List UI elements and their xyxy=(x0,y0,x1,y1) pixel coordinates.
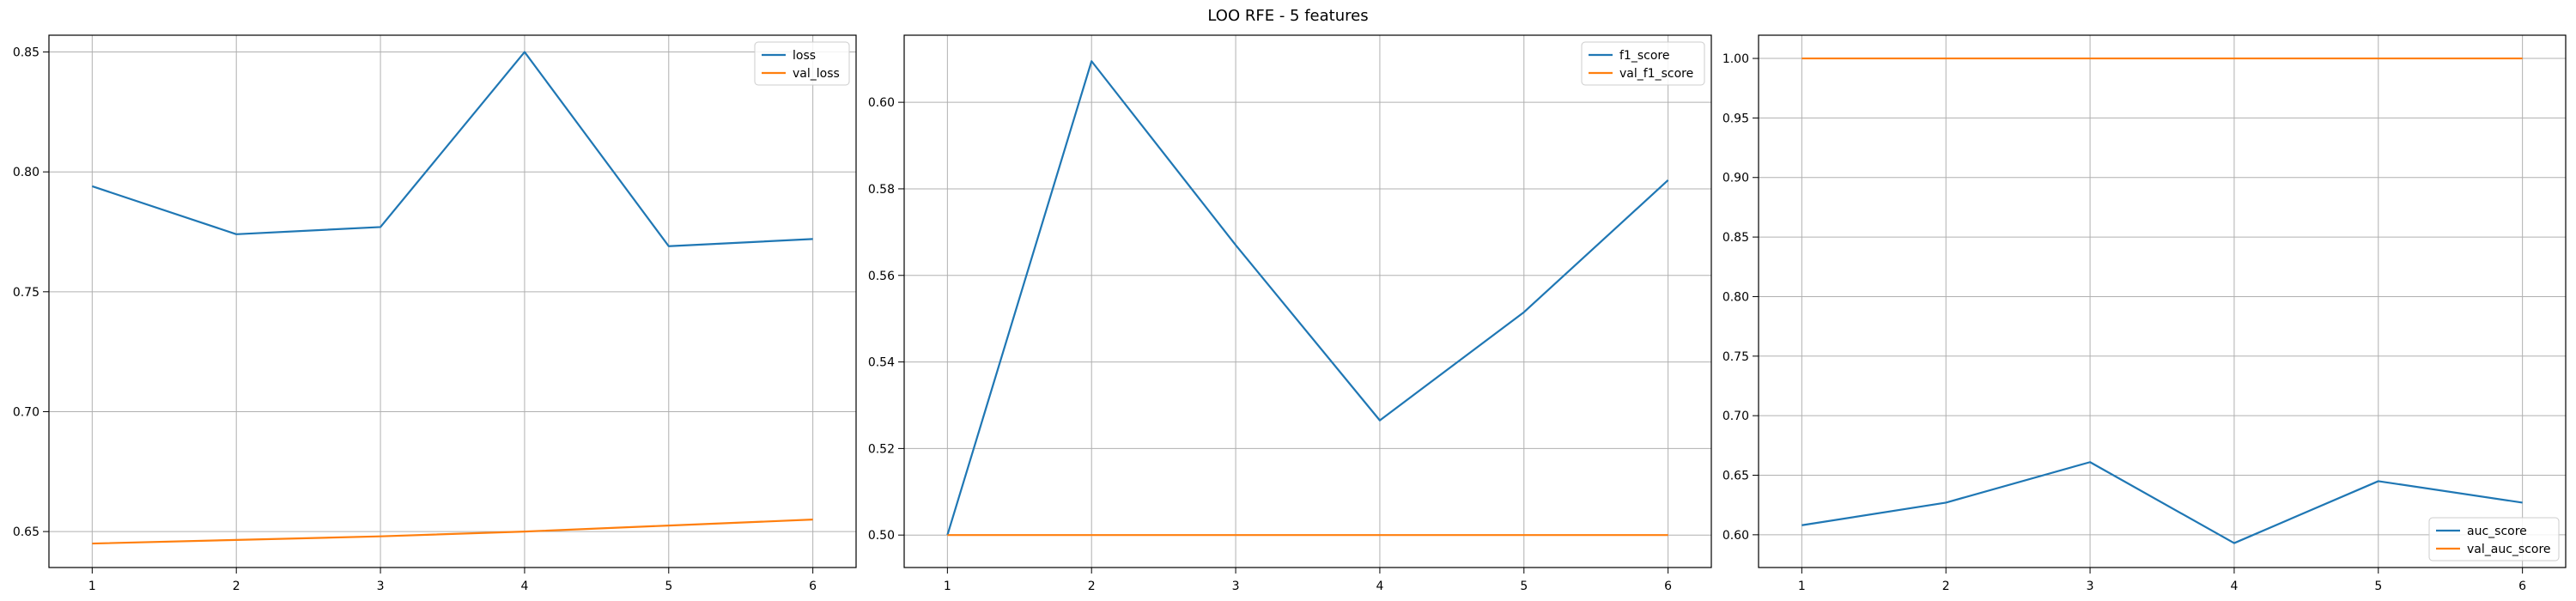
y-tick-label: 0.85 xyxy=(1722,231,1749,245)
legend-label: val_auc_score xyxy=(2467,543,2551,556)
x-tick-label: 6 xyxy=(809,580,817,593)
x-tick-label: 4 xyxy=(520,580,528,593)
x-tick-label: 4 xyxy=(1376,580,1383,593)
axes-frame xyxy=(903,34,1712,568)
y-tick-label: 0.80 xyxy=(13,166,39,179)
y-tick-label: 0.52 xyxy=(868,442,895,456)
x-tick-label: 1 xyxy=(88,580,96,593)
y-tick-label: 0.75 xyxy=(13,286,39,300)
x-tick-label: 6 xyxy=(2518,580,2526,593)
chart-panel-2: 1 2 3 4 5 6 0.50 0.52 0.54 0.56 0.58 0.60 f1_scoreva… xyxy=(868,34,1712,593)
series-line-val_loss xyxy=(92,519,813,545)
legend: auc_score val_auc_score xyxy=(2428,517,2560,562)
y-tick-label: 0.60 xyxy=(868,96,895,110)
x-tick-label: 1 xyxy=(1798,580,1806,593)
x-tick-label: 2 xyxy=(1942,580,1950,593)
x-tick-label: 2 xyxy=(1088,580,1096,593)
series-line-f1_score xyxy=(946,60,1669,536)
legend-label: val_loss xyxy=(793,67,840,81)
legend: loss val_loss xyxy=(754,41,850,86)
legend-label: f1_score xyxy=(1619,49,1669,63)
y-tick-label: 0.65 xyxy=(13,525,39,539)
x-tick-label: 3 xyxy=(2087,580,2094,593)
legend: f1_score val_f1_score xyxy=(1581,41,1705,86)
x-tick-label: 5 xyxy=(665,580,672,593)
chart-panel-3: 1 2 3 4 5 6 0.60 0.65 0.70 0.75 0.80 0.85 0.90 0.95 1.… xyxy=(1722,34,2567,593)
y-tick-label: 0.90 xyxy=(1722,172,1749,185)
y-tick-label: 0.50 xyxy=(868,529,895,543)
y-tick-label: 0.70 xyxy=(13,405,39,419)
axes-frame xyxy=(48,34,857,568)
legend-box xyxy=(1581,41,1705,86)
legend-label: loss xyxy=(793,49,816,63)
x-tick-label: 3 xyxy=(1232,580,1240,593)
y-tick-label: 0.95 xyxy=(1722,112,1749,125)
y-tick-label: 0.75 xyxy=(1722,350,1749,364)
y-tick-label: 0.56 xyxy=(868,270,895,283)
y-tick-label: 0.60 xyxy=(1722,529,1749,543)
x-tick-label: 5 xyxy=(2374,580,2382,593)
figure-title: LOO RFE - 5 features xyxy=(1207,7,1369,25)
axes-frame xyxy=(1758,34,2567,568)
x-tick-label: 5 xyxy=(1520,580,1528,593)
y-tick-label: 0.65 xyxy=(1722,470,1749,483)
y-tick-label: 1.00 xyxy=(1722,52,1749,66)
y-tick-label: 0.70 xyxy=(1722,410,1749,423)
x-tick-label: 6 xyxy=(1664,580,1672,593)
y-tick-label: 0.54 xyxy=(868,356,895,370)
legend-box xyxy=(754,41,850,86)
chart-panel-1: 1 2 3 4 5 6 0.65 0.70 0.75 0.80 0.85 loss val_loss xyxy=(13,34,857,593)
legend-label: val_f1_score xyxy=(1619,67,1693,81)
x-tick-label: 3 xyxy=(377,580,385,593)
legend-label: auc_score xyxy=(2467,525,2527,538)
y-tick-label: 0.85 xyxy=(13,46,39,60)
x-tick-label: 2 xyxy=(233,580,240,593)
x-tick-label: 1 xyxy=(944,580,951,593)
series-line-loss xyxy=(92,51,813,247)
y-tick-label: 0.80 xyxy=(1722,290,1749,304)
x-tick-label: 4 xyxy=(2230,580,2238,593)
legend-box xyxy=(2428,517,2560,562)
series-line-auc_score xyxy=(1801,461,2523,544)
y-tick-label: 0.58 xyxy=(868,183,895,197)
